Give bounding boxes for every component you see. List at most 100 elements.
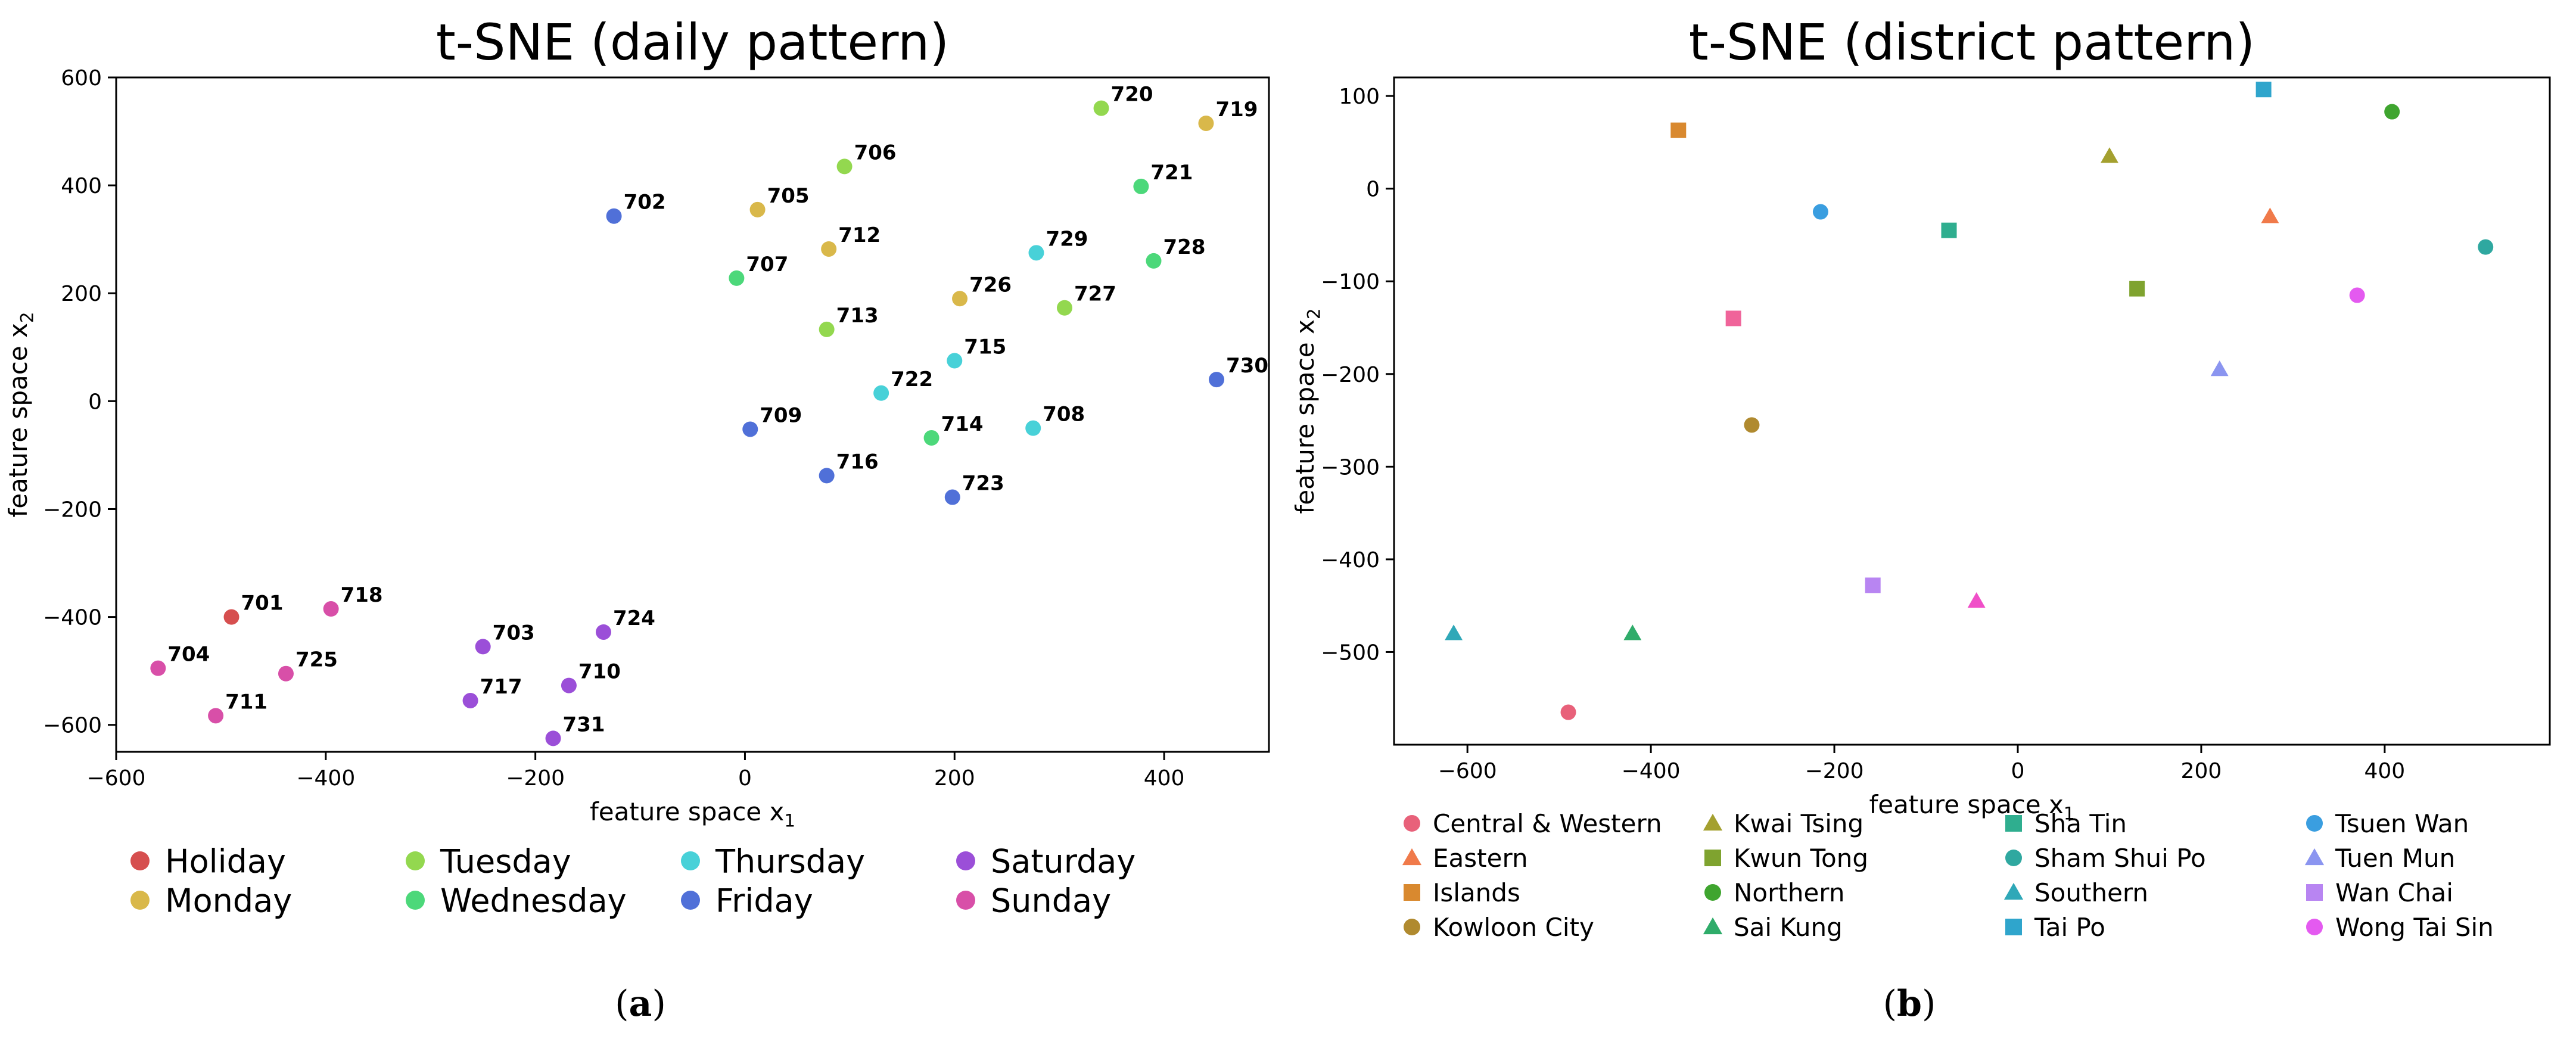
legend-marker [1704, 884, 1721, 901]
data-point [1967, 592, 1986, 608]
point-label: 709 [760, 403, 802, 427]
data-point [1445, 624, 1463, 640]
legend-label: Sham Shui Po [2034, 844, 2206, 873]
point-label: 723 [962, 472, 1004, 496]
legend-label: Kwai Tsing [1734, 809, 1863, 838]
data-point [836, 158, 853, 175]
data-point [749, 201, 766, 217]
x-tick-label: −400 [1622, 759, 1681, 783]
y-tick-label: −200 [43, 497, 102, 522]
data-point [1560, 704, 1576, 720]
data-point [462, 692, 478, 708]
y-axis-label-main: feature space x [1290, 319, 1320, 514]
x-tick-label: −400 [296, 766, 355, 791]
y-tick-label: 400 [61, 174, 102, 198]
legend-label: Kwun Tong [1734, 844, 1868, 873]
point-label: 712 [838, 223, 881, 247]
x-tick-label: −200 [1805, 759, 1864, 783]
legend-marker [1404, 919, 1420, 935]
legend-marker [2304, 848, 2325, 866]
point-label: 713 [836, 304, 879, 328]
point-label: 703 [493, 621, 535, 645]
data-point [208, 708, 224, 724]
data-point [1133, 178, 1149, 194]
data-point [1670, 122, 1687, 138]
legend-label: Eastern [1433, 844, 1528, 873]
point-label: 721 [1150, 161, 1193, 185]
y-tick-label: −300 [1321, 455, 1380, 480]
point-label: 710 [578, 660, 621, 684]
data-point [2210, 360, 2229, 377]
legend-label: Wong Tai Sin [2335, 913, 2494, 942]
point-label: 731 [563, 713, 605, 736]
legend-marker [406, 891, 425, 910]
y-axis-label-sub: 2 [1304, 308, 1324, 319]
data-point [947, 353, 963, 369]
data-point [2261, 207, 2279, 223]
data-point [2101, 147, 2118, 163]
y-tick-label: 0 [1366, 178, 1380, 202]
point-label: 705 [767, 184, 810, 208]
legend: Central & Western Eastern Islands Kowloon C… [1402, 809, 2494, 942]
legend-marker [2005, 815, 2022, 832]
y-axis-label-text: feature space x2 [4, 312, 38, 517]
y-tick-label: −500 [1321, 640, 1380, 665]
legend-label: Southern [2034, 878, 2148, 907]
data-point [729, 270, 745, 286]
y-axis-label-main: feature space x [4, 323, 33, 517]
legend-label: Islands [1433, 878, 1520, 907]
x-tick-label: 0 [2011, 759, 2025, 783]
y-tick-label: −400 [43, 606, 102, 630]
legend-marker [1703, 813, 1723, 831]
data-point [1025, 420, 1041, 436]
chart-title: t-SNE (district pattern) [1689, 13, 2255, 71]
data-point [2255, 82, 2272, 98]
y-axis-label: feature space x2 [1290, 308, 1324, 514]
legend-label: Wednesday [440, 882, 627, 919]
x-axis-label-text: feature space x1 [590, 797, 795, 831]
x-tick-label: −600 [87, 766, 146, 791]
data-point [1056, 300, 1072, 316]
chart-a: t-SNE (daily pattern) −600 −400 −200 0 200 400… [4, 13, 1270, 1025]
caption-letter: b [1897, 983, 1922, 1025]
legend-marker [406, 851, 425, 870]
data-point [923, 430, 939, 446]
chart-title: t-SNE (daily pattern) [436, 13, 949, 71]
caption-close: ) [1922, 983, 1936, 1025]
point-label: 711 [225, 690, 267, 714]
data-point [475, 639, 491, 655]
x-axis-label-main: feature space x [590, 797, 784, 826]
y-tick-label: 0 [88, 390, 102, 414]
data-point [742, 421, 758, 437]
plot-frame [1393, 76, 2551, 746]
legend-marker [1404, 815, 1420, 832]
legend-label: Wan Chai [2335, 878, 2453, 907]
y-axis-label-text: feature space x2 [1290, 308, 1324, 514]
caption-open: ( [1883, 983, 1897, 1025]
legend-marker [956, 891, 975, 910]
legend-marker [1402, 848, 1422, 866]
data-point [1941, 222, 1957, 238]
legend-label: Monday [165, 882, 292, 919]
legend-marker [956, 851, 975, 870]
legend-marker [130, 891, 150, 910]
legend-label: Northern [1734, 878, 1844, 907]
x-tick-label: −200 [506, 766, 565, 791]
data-point [1093, 100, 1109, 116]
legend-label: Tsuen Wan [2335, 809, 2469, 838]
legend-marker [1703, 917, 1723, 935]
legend-label: Tuesday [440, 842, 571, 880]
point-label: 701 [241, 592, 284, 615]
plot-frame [115, 76, 1270, 753]
legend-marker [2005, 850, 2022, 866]
data-point [1865, 577, 1881, 593]
legend-marker [1404, 884, 1420, 901]
data-point [278, 665, 294, 682]
x-axis-label-sub: 1 [784, 811, 795, 831]
data-point [819, 321, 835, 337]
data-point [1725, 310, 1741, 326]
caption-open: ( [615, 983, 629, 1025]
legend-label: Sai Kung [1734, 913, 1843, 942]
data-point [2384, 104, 2400, 120]
legend-label: Central & Western [1433, 809, 1662, 838]
